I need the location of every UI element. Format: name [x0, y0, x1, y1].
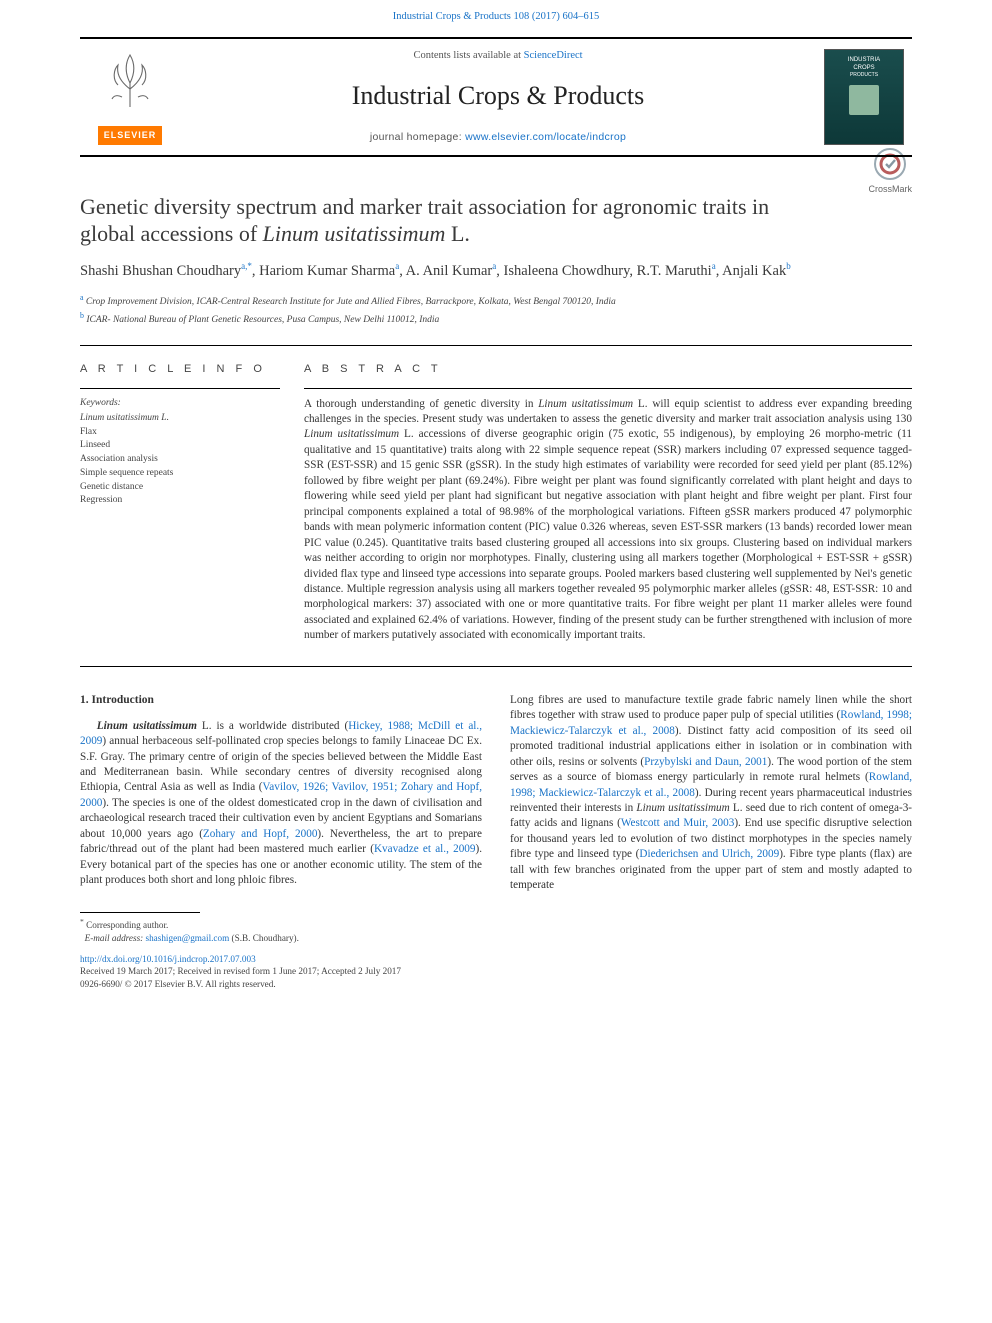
- corr-mark: *: [80, 917, 84, 926]
- journal-homepage-link[interactable]: www.elsevier.com/locate/indcrop: [465, 131, 626, 143]
- crossmark-label: CrossMark: [868, 184, 912, 194]
- title-italic: Linum usitatissimum: [263, 221, 446, 246]
- doi-link[interactable]: http://dx.doi.org/10.1016/j.indcrop.2017…: [80, 953, 912, 966]
- body-paragraph-1: Linum usitatissimum L. is a worldwide di…: [80, 719, 482, 889]
- abstract-bottom-rule: [80, 666, 912, 667]
- elsevier-wordmark: ELSEVIER: [98, 126, 163, 145]
- journal-homepage-line: journal homepage: www.elsevier.com/locat…: [180, 130, 816, 145]
- journal-name: Industrial Crops & Products: [180, 78, 816, 114]
- article-title: Genetic diversity spectrum and marker tr…: [80, 193, 912, 248]
- keywords-label: Keywords:: [80, 397, 280, 410]
- cover-text-mid: CROPS: [853, 64, 874, 72]
- affiliations: a Crop Improvement Division, ICAR-Centra…: [80, 292, 912, 327]
- contents-prefix: Contents lists available at: [413, 50, 523, 61]
- section-number: 1.: [80, 694, 89, 706]
- section-heading: 1. Introduction: [80, 693, 482, 709]
- journal-cover-thumbnail: INDUSTRIA CROPS PRODUCTS: [824, 49, 904, 145]
- cover-text-bot: PRODUCTS: [850, 72, 878, 79]
- article-history: Received 19 March 2017; Received in revi…: [80, 965, 912, 978]
- homepage-prefix: journal homepage:: [370, 131, 465, 143]
- footnote-rule: [80, 912, 200, 913]
- email-suffix: (S.B. Choudhary).: [229, 933, 299, 943]
- page-footer: * Corresponding author. E-mail address: …: [80, 912, 912, 991]
- cover-image-icon: [849, 85, 879, 115]
- corresponding-author-note: * Corresponding author.: [80, 917, 912, 932]
- section-title: Introduction: [92, 694, 154, 706]
- keywords-list: Linum usitatissimum L.FlaxLinseedAssocia…: [80, 412, 280, 508]
- body-paragraph-2: Long fibres are used to manufacture text…: [510, 693, 912, 894]
- abstract-head: A B S T R A C T: [304, 362, 912, 377]
- body-text: 1. Introduction Linum usitatissimum L. i…: [80, 693, 912, 894]
- copyright-line: 0926-6690/ © 2017 Elsevier B.V. All righ…: [80, 978, 912, 991]
- article-info-head: A R T I C L E I N F O: [80, 362, 280, 377]
- sciencedirect-link[interactable]: ScienceDirect: [524, 50, 583, 61]
- elsevier-tree-icon: [100, 49, 160, 109]
- running-head: Industrial Crops & Products 108 (2017) 6…: [0, 0, 992, 31]
- corr-text: Corresponding author.: [86, 920, 168, 930]
- email-label: E-mail address:: [85, 933, 146, 943]
- author-list: Shashi Bhushan Choudharya,*, Hariom Kuma…: [80, 260, 912, 283]
- email-line: E-mail address: shashigen@gmail.com (S.B…: [80, 932, 912, 945]
- title-post: L.: [445, 221, 469, 246]
- info-rule: [80, 388, 280, 389]
- elsevier-logo: ELSEVIER: [80, 39, 180, 155]
- corresponding-email-link[interactable]: shashigen@gmail.com: [146, 933, 230, 943]
- cover-text-top: INDUSTRIA: [848, 56, 880, 64]
- contents-available-line: Contents lists available at ScienceDirec…: [180, 49, 816, 64]
- abstract-rule: [304, 388, 912, 389]
- abstract-text: A thorough understanding of genetic dive…: [304, 397, 912, 644]
- journal-header: ELSEVIER Contents lists available at Sci…: [80, 37, 912, 157]
